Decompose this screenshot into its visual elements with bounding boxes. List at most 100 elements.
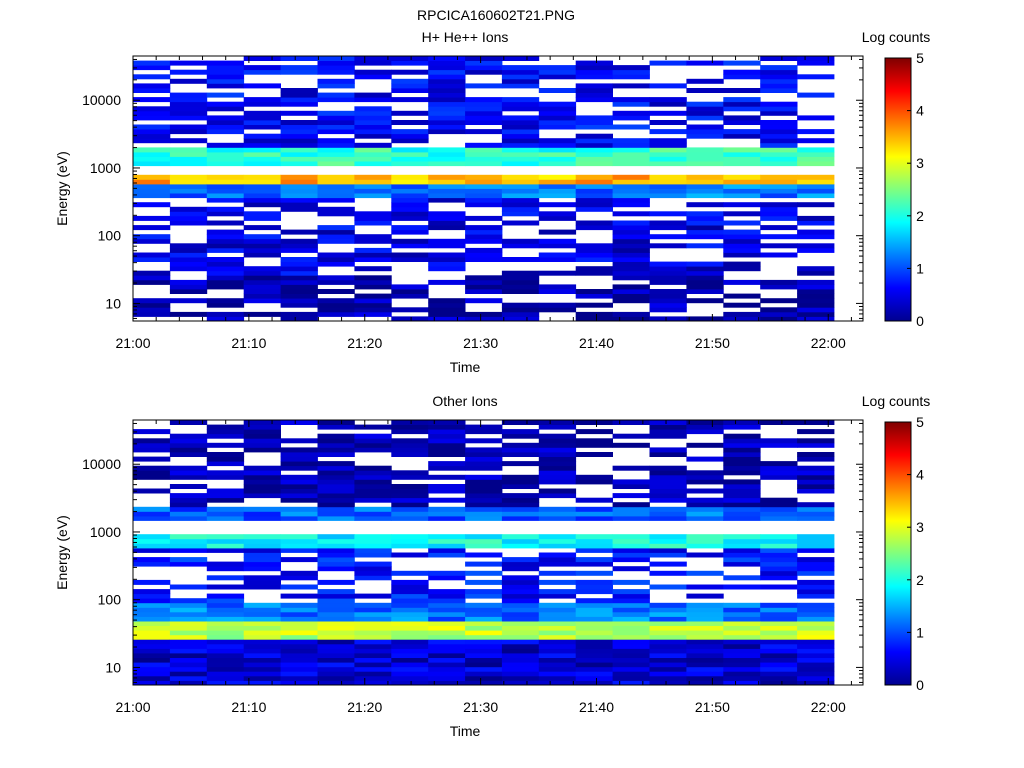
heatmap-cell bbox=[354, 142, 392, 148]
heatmap-cell bbox=[391, 229, 429, 235]
heatmap-cell bbox=[243, 630, 281, 636]
heatmap-cell bbox=[317, 506, 355, 512]
heatmap-cell bbox=[686, 151, 724, 157]
heatmap-cell bbox=[723, 675, 761, 681]
heatmap-cell bbox=[206, 474, 245, 480]
heatmap-cell bbox=[133, 680, 171, 686]
heatmap-cell bbox=[465, 488, 503, 494]
heatmap-cell bbox=[243, 142, 281, 148]
heatmap-cell bbox=[538, 538, 577, 544]
heatmap-cell bbox=[133, 593, 171, 599]
heatmap-cell bbox=[133, 438, 171, 444]
heatmap-cell bbox=[649, 429, 687, 435]
heatmap-cell bbox=[649, 83, 687, 89]
heatmap-cell bbox=[206, 156, 245, 162]
heatmap-cell bbox=[649, 270, 687, 276]
heatmap-cell bbox=[575, 142, 613, 148]
heatmap-cell bbox=[133, 506, 171, 512]
heatmap-cell bbox=[538, 680, 577, 686]
heatmap-cell bbox=[501, 543, 540, 549]
heatmap-cell bbox=[428, 625, 466, 631]
heatmap-cell bbox=[649, 666, 687, 672]
heatmap-cell bbox=[723, 438, 761, 444]
heatmap-cell bbox=[465, 279, 503, 285]
heatmap-cell bbox=[354, 566, 392, 572]
heatmap-cell bbox=[354, 547, 392, 553]
heatmap-cell bbox=[501, 429, 540, 435]
heatmap-cell bbox=[133, 97, 171, 103]
heatmap-cell bbox=[760, 602, 798, 608]
heatmap-cell bbox=[649, 602, 687, 608]
heatmap-cell bbox=[317, 566, 355, 572]
heatmap-cell bbox=[797, 502, 835, 508]
heatmap-cell bbox=[612, 602, 650, 608]
heatmap-cell bbox=[686, 220, 724, 226]
heatmap-cell bbox=[501, 598, 540, 604]
heatmap-cell bbox=[354, 211, 392, 217]
heatmap-cell bbox=[686, 662, 724, 668]
heatmap-cell bbox=[354, 534, 392, 540]
heatmap-cell bbox=[575, 675, 613, 681]
heatmap-cell bbox=[206, 220, 245, 226]
heatmap-cell bbox=[797, 92, 835, 98]
heatmap-cell bbox=[760, 142, 798, 148]
heatmap-cell bbox=[612, 311, 650, 317]
heatmap-cell bbox=[538, 147, 577, 153]
heatmap-cell bbox=[280, 666, 318, 672]
heatmap-cell bbox=[391, 138, 429, 144]
heatmap-cell bbox=[317, 261, 355, 267]
heatmap-cell bbox=[206, 161, 245, 167]
heatmap-cell bbox=[501, 211, 540, 217]
heatmap-cell bbox=[391, 511, 429, 517]
heatmap-cell bbox=[280, 447, 318, 453]
heatmap-cell bbox=[465, 648, 503, 654]
heatmap-cell bbox=[501, 561, 540, 567]
heatmap-cell bbox=[317, 56, 355, 61]
heatmap-cell bbox=[649, 142, 687, 148]
heatmap-cell bbox=[797, 289, 835, 294]
heatmap-cell bbox=[169, 69, 208, 75]
heatmap-cell bbox=[428, 243, 466, 249]
heatmap-cell bbox=[723, 680, 761, 686]
heatmap-cell bbox=[501, 625, 540, 631]
heatmap-cell bbox=[465, 662, 503, 668]
heatmap-cell bbox=[465, 602, 503, 608]
heatmap-cell bbox=[797, 311, 835, 317]
heatmap-cell bbox=[501, 442, 540, 448]
heatmap-cell bbox=[797, 630, 835, 636]
heatmap-cell bbox=[723, 129, 761, 135]
heatmap-cell bbox=[612, 316, 650, 322]
heatmap-cell bbox=[206, 648, 245, 654]
heatmap-cell bbox=[280, 289, 318, 294]
heatmap-cell bbox=[501, 65, 540, 71]
heatmap-cell bbox=[133, 298, 171, 304]
heatmap-cell bbox=[538, 120, 577, 125]
heatmap-cell bbox=[760, 607, 798, 613]
heatmap-cell bbox=[612, 261, 650, 267]
heatmap-cell bbox=[649, 538, 687, 544]
heatmap-cell bbox=[133, 657, 171, 663]
heatmap-cell bbox=[501, 311, 540, 317]
heatmap-cell bbox=[133, 447, 171, 453]
heatmap-cell bbox=[501, 680, 540, 686]
x-tick-label: 21:40 bbox=[579, 335, 614, 351]
heatmap-cell bbox=[723, 611, 761, 617]
heatmap-cell bbox=[501, 589, 540, 595]
heatmap-cell bbox=[575, 69, 613, 75]
heatmap-cell bbox=[723, 433, 761, 439]
heatmap-cell bbox=[280, 293, 318, 299]
heatmap-cell bbox=[649, 420, 687, 425]
heatmap-cell bbox=[612, 506, 650, 512]
heatmap-cell bbox=[243, 156, 281, 162]
heatmap-cell bbox=[428, 88, 466, 93]
heatmap-cell bbox=[354, 179, 392, 185]
heatmap-cell bbox=[538, 616, 577, 622]
heatmap-cell bbox=[391, 607, 429, 613]
heatmap-cell bbox=[354, 115, 392, 121]
heatmap-cell bbox=[649, 298, 687, 304]
heatmap-cell bbox=[686, 229, 724, 235]
heatmap-cell bbox=[354, 479, 392, 485]
heatmap-cell bbox=[465, 680, 503, 686]
heatmap-cell bbox=[243, 611, 281, 617]
heatmap-cell bbox=[797, 243, 835, 249]
